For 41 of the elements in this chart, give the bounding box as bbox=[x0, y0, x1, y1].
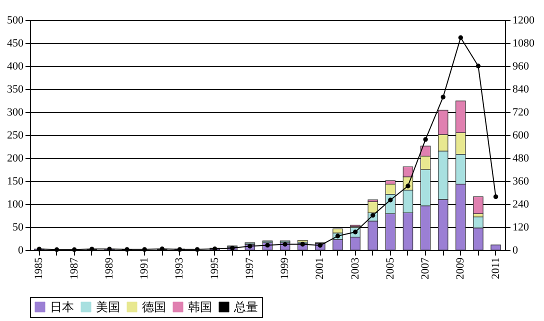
x-tick-label: 1985 bbox=[33, 257, 46, 280]
legend-label: 韩国 bbox=[188, 300, 212, 314]
y2-tick-label: 600 bbox=[512, 130, 530, 142]
x-tick-label: 1989 bbox=[103, 257, 116, 280]
x-tick-label: 1993 bbox=[174, 257, 186, 280]
y-tick-label: 250 bbox=[7, 130, 24, 142]
legend-label: 日本 bbox=[50, 300, 74, 314]
x-tick-label: 2005 bbox=[384, 257, 396, 280]
y2-tick-label: 1200 bbox=[512, 14, 535, 26]
y2-tick-label: 120 bbox=[512, 222, 530, 234]
x-tick-label: 1995 bbox=[208, 257, 221, 280]
legend-label: 总量 bbox=[233, 300, 258, 314]
x-tick-label: 2007 bbox=[420, 257, 432, 280]
y2-tick-label: 480 bbox=[512, 152, 530, 164]
y-tick-label: 350 bbox=[7, 84, 24, 96]
y2-tick-label: 840 bbox=[512, 84, 530, 96]
y2-tick-label: 1080 bbox=[512, 38, 535, 50]
x-tick-label: 1999 bbox=[279, 257, 292, 280]
x-tick-label: 2011 bbox=[490, 258, 502, 280]
y-tick-label: 200 bbox=[7, 152, 24, 164]
y2-tick-label: 0 bbox=[512, 244, 518, 256]
x-tick-label: 2003 bbox=[349, 257, 362, 280]
y2-tick-label: 960 bbox=[512, 60, 530, 72]
y2-tick-label: 360 bbox=[512, 176, 530, 188]
x-tick-label: 2001 bbox=[314, 258, 326, 280]
y-tick-label: 300 bbox=[7, 106, 24, 118]
y2-tick-label: 240 bbox=[512, 198, 530, 210]
y-tick-label: 500 bbox=[7, 14, 24, 26]
y-tick-label: 50 bbox=[12, 222, 24, 234]
y-tick-label: 150 bbox=[7, 176, 24, 188]
x-tick-label: 1997 bbox=[244, 257, 256, 280]
x-tick-label: 1991 bbox=[138, 258, 151, 280]
y-tick-label: 400 bbox=[7, 60, 24, 72]
legend-label: 美国 bbox=[96, 300, 120, 314]
y-tick-label: 0 bbox=[18, 244, 24, 256]
x-tick-label: 2009 bbox=[454, 257, 467, 280]
x-tick-label: 1987 bbox=[68, 257, 80, 280]
y-tick-label: 100 bbox=[7, 198, 24, 210]
legend-label: 德国 bbox=[142, 300, 166, 314]
y-tick-label: 450 bbox=[7, 38, 24, 50]
y2-tick-label: 720 bbox=[512, 106, 530, 118]
